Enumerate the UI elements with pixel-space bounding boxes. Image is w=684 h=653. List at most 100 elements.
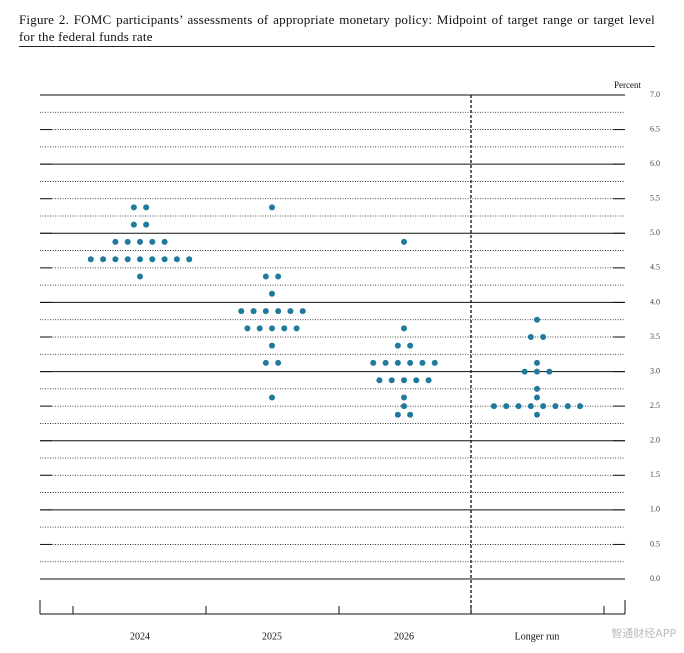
dot <box>564 403 571 410</box>
dot <box>388 377 395 384</box>
dot <box>238 308 245 315</box>
x-tick-label: 2024 <box>130 631 150 642</box>
dot <box>503 403 510 410</box>
dot <box>262 308 269 315</box>
dot <box>250 308 257 315</box>
dot <box>269 342 275 349</box>
y-tick-label: 0.0 <box>650 574 660 583</box>
dot <box>275 359 282 366</box>
y-tick-label: 5.5 <box>650 194 660 203</box>
dot <box>100 256 107 263</box>
dot <box>534 394 540 401</box>
dot <box>161 238 168 245</box>
dot <box>534 411 540 418</box>
y-axis-label: Percent <box>614 80 641 90</box>
dot <box>130 204 137 211</box>
dot <box>401 238 407 245</box>
x-tick-label: Longer run <box>515 631 560 642</box>
dot <box>401 394 407 401</box>
y-tick-label: 0.5 <box>650 539 660 548</box>
dot <box>124 238 131 245</box>
dot <box>376 377 383 384</box>
x-tick-label: 2025 <box>262 631 282 642</box>
dot <box>87 256 94 263</box>
dot <box>407 342 414 349</box>
y-tick-label: 2.0 <box>650 436 660 445</box>
y-tick-label: 4.5 <box>650 263 660 272</box>
dot <box>137 273 143 280</box>
dot <box>431 359 438 366</box>
dot <box>186 256 193 263</box>
dot <box>173 256 180 263</box>
dot <box>137 238 143 245</box>
dot <box>112 238 119 245</box>
dot <box>275 273 282 280</box>
dot <box>143 204 150 211</box>
dot <box>256 325 263 332</box>
y-tick-label: 1.0 <box>650 505 660 514</box>
y-tick-label: 6.0 <box>650 159 660 168</box>
y-tick-label: 2.5 <box>650 401 660 410</box>
dot <box>269 204 275 211</box>
dot <box>394 411 401 418</box>
dot <box>293 325 300 332</box>
dot <box>269 325 275 332</box>
dot <box>540 403 547 410</box>
dot <box>149 256 156 263</box>
dot <box>552 403 559 410</box>
dot <box>299 308 306 315</box>
dot <box>407 359 414 366</box>
dot <box>577 403 584 410</box>
dot <box>401 403 407 410</box>
dot <box>534 359 540 366</box>
dot <box>370 359 377 366</box>
x-tick-label: 2026 <box>394 631 414 642</box>
dot <box>244 325 251 332</box>
dot <box>515 403 522 410</box>
dot <box>540 334 547 340</box>
dot <box>534 316 540 323</box>
dot <box>130 221 137 228</box>
y-tick-label: 4.0 <box>650 297 660 306</box>
dot <box>124 256 131 263</box>
dot <box>521 368 528 375</box>
dot <box>527 334 534 340</box>
dot <box>161 256 168 263</box>
dot <box>394 342 401 349</box>
chart-title: Figure 2. FOMC participants’ assessments… <box>19 12 655 44</box>
y-tick-label: 1.5 <box>650 470 660 479</box>
dot <box>413 377 420 384</box>
dot <box>419 359 426 366</box>
dot <box>534 368 540 375</box>
dot <box>275 308 282 315</box>
dot <box>287 308 294 315</box>
dot <box>407 411 414 418</box>
dot <box>425 377 432 384</box>
dot <box>546 368 553 375</box>
y-tick-label: 5.0 <box>650 228 660 237</box>
dot <box>401 377 407 384</box>
watermark: 智通财经APP <box>611 626 676 640</box>
dot <box>262 359 269 366</box>
dot <box>137 256 143 263</box>
dot <box>281 325 288 332</box>
dot <box>534 385 540 392</box>
dot <box>262 273 269 280</box>
dot <box>490 403 497 410</box>
dot <box>112 256 119 263</box>
dot <box>382 359 389 366</box>
dot <box>149 238 156 245</box>
dot <box>143 221 150 228</box>
y-tick-label: 6.5 <box>650 124 660 133</box>
dot <box>269 394 275 401</box>
dot <box>269 290 275 297</box>
y-tick-label: 3.0 <box>650 366 660 375</box>
dot <box>401 325 407 332</box>
y-tick-label: 7.0 <box>650 90 660 99</box>
dot <box>527 403 534 410</box>
title-rule <box>19 46 655 47</box>
y-tick-label: 3.5 <box>650 332 660 341</box>
dot <box>394 359 401 366</box>
